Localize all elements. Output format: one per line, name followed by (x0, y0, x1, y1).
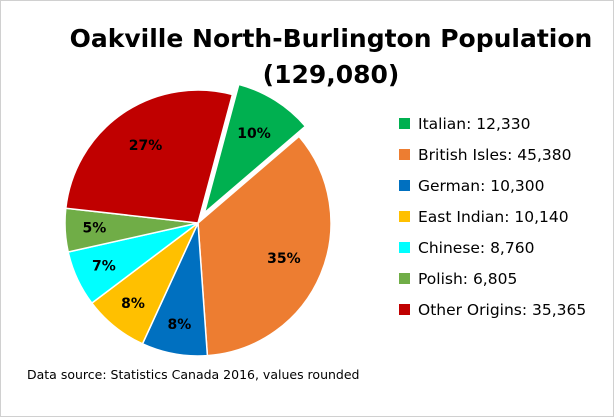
legend-item-british-isles: British Isles: 45,380 (399, 139, 586, 170)
legend-item-east-indian: East Indian: 10,140 (399, 201, 586, 232)
slice-label-chinese: 7% (92, 259, 116, 275)
chart-subtitle: (129,080) (262, 60, 400, 89)
legend-label: Polish: 6,805 (418, 269, 518, 288)
legend-swatch (399, 242, 410, 253)
pie-slice-other-origins (64, 89, 234, 224)
data-source-note: Data source: Statistics Canada 2016, val… (27, 367, 360, 382)
pie-slice-italian (203, 83, 307, 215)
legend-item-italian: Italian: 12,330 (399, 108, 586, 139)
slice-label-italian: 10% (237, 126, 271, 142)
slice-label-polish: 5% (83, 221, 107, 237)
legend-label: Other Origins: 35,365 (418, 300, 587, 319)
legend-swatch (399, 149, 410, 160)
legend-item-german: German: 10,300 (399, 170, 586, 201)
chart-legend: Italian: 12,330 British Isles: 45,380 Germ… (399, 108, 586, 325)
legend-swatch (399, 304, 410, 315)
legend-swatch (399, 211, 410, 222)
legend-swatch (399, 273, 410, 284)
legend-label: British Isles: 45,380 (418, 145, 572, 164)
slice-label-german: 8% (168, 317, 192, 333)
pie-slice-british-isles (197, 135, 332, 357)
legend-label: Chinese: 8,760 (418, 238, 535, 257)
legend-label: East Indian: 10,140 (418, 207, 569, 226)
slice-label-british-isles: 35% (267, 251, 301, 267)
legend-item-polish: Polish: 6,805 (399, 263, 586, 294)
legend-label: Italian: 12,330 (418, 114, 531, 133)
legend-swatch (399, 180, 410, 191)
legend-swatch (399, 118, 410, 129)
chart-title-block: Oakville North-Burlington Population (12… (1, 21, 613, 93)
chart-title: Oakville North-Burlington Population (69, 24, 593, 53)
slice-label-other-origins: 27% (129, 138, 163, 154)
legend-item-other-origins: Other Origins: 35,365 (399, 294, 586, 325)
legend-label: German: 10,300 (418, 176, 545, 195)
legend-item-chinese: Chinese: 8,760 (399, 232, 586, 263)
slice-label-east-indian: 8% (121, 296, 145, 312)
